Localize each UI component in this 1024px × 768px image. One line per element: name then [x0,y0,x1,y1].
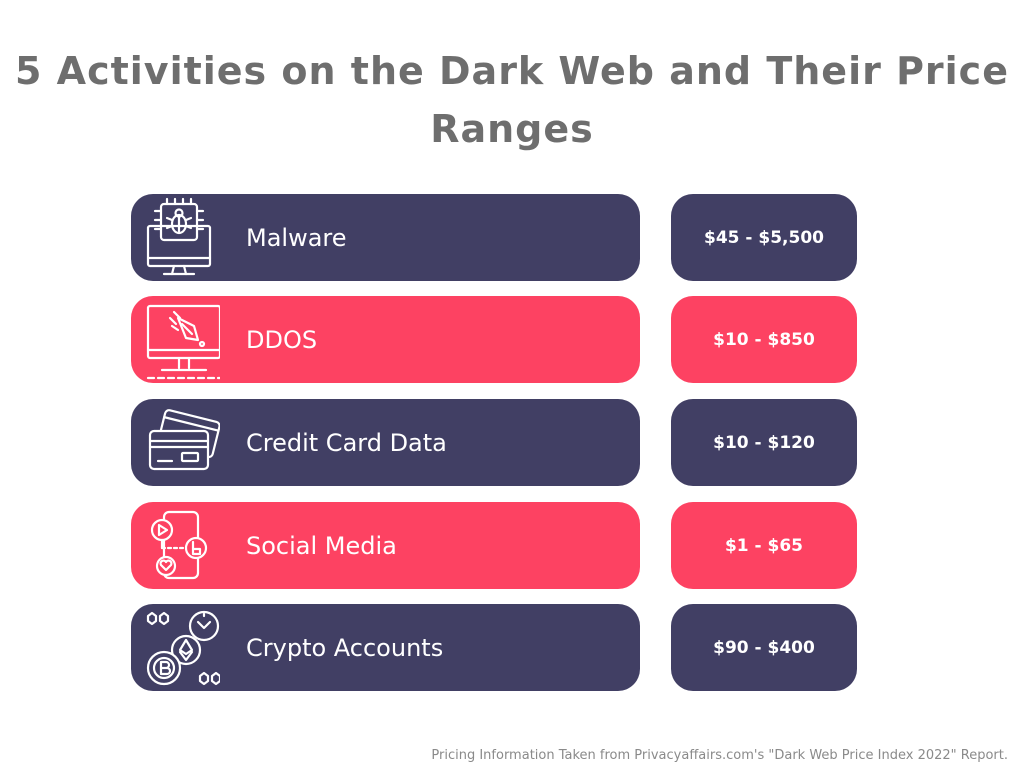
activity-bar: DDOS [131,296,640,383]
price-badge: $1 - $65 [671,502,857,589]
malware-icon [131,194,223,281]
activity-bar: Malware [131,194,640,281]
page-title: 5 Activities on the Dark Web and Their P… [15,49,1009,151]
activity-bar: Crypto Accounts [131,604,640,691]
activity-label: Malware [246,223,347,252]
activity-row-social-media: Social Media $1 - $65 [131,502,857,589]
activity-bar: Social Media [131,502,640,589]
activity-label: Credit Card Data [246,428,447,457]
price-badge: $90 - $400 [671,604,857,691]
ddos-icon [131,296,223,383]
price-badge: $45 - $5,500 [671,194,857,281]
credit-card-icon [131,399,223,486]
price-badge: $10 - $120 [671,399,857,486]
activity-row-ddos: DDOS $10 - $850 [131,296,857,383]
activity-row-credit-card: Credit Card Data $10 - $120 [131,399,857,486]
social-media-icon [131,502,223,589]
activity-bar: Credit Card Data [131,399,640,486]
activity-row-crypto: Crypto Accounts $90 - $400 [131,604,857,691]
crypto-icon [131,604,223,691]
activity-label: DDOS [246,325,318,354]
source-note: Pricing Information Taken from Privacyaf… [431,748,1008,763]
activity-row-malware: Malware $45 - $5,500 [131,194,857,281]
activity-label: Social Media [246,531,397,560]
activity-label: Crypto Accounts [246,633,444,662]
price-badge: $10 - $850 [671,296,857,383]
